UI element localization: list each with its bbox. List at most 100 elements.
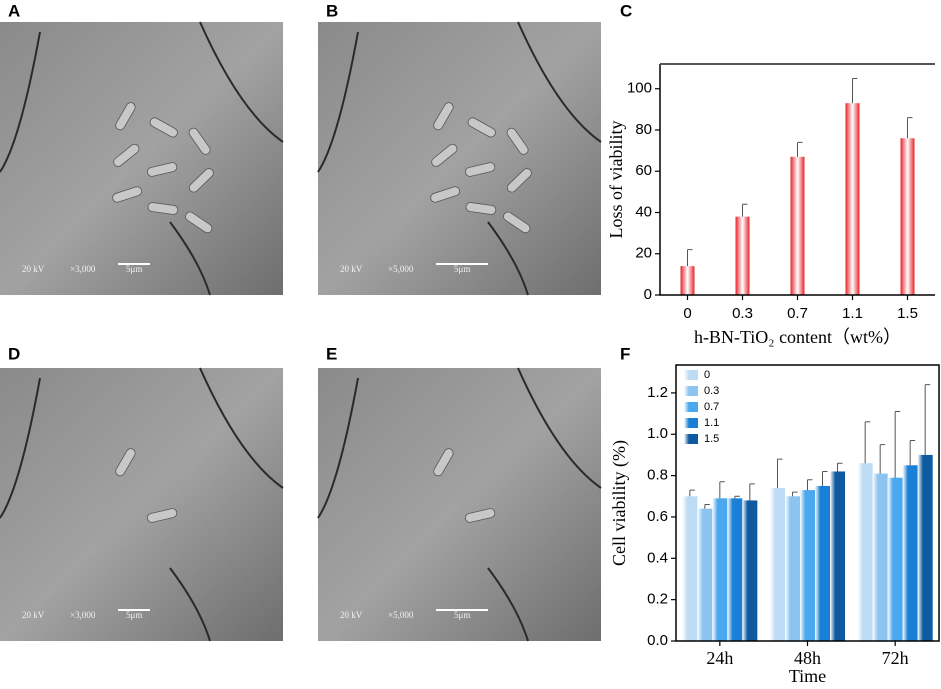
bacterium (464, 508, 496, 523)
bar (900, 138, 915, 295)
bacterium (431, 143, 458, 167)
y-tick-label: 1.0 (647, 425, 668, 442)
y-tick-label: 1.2 (647, 384, 668, 401)
bacterium (433, 102, 454, 131)
sem-scale: 5μm (454, 264, 470, 274)
bacterium (147, 202, 179, 215)
crack (317, 31, 359, 173)
bar (917, 454, 933, 641)
y-tick-label: 100 (627, 80, 652, 97)
bar (790, 156, 805, 295)
sem-image (0, 368, 283, 641)
error-bar (797, 141, 803, 157)
x-tick-label: 0.7 (787, 305, 808, 322)
bar (830, 471, 845, 641)
crack (487, 567, 529, 642)
sem-voltage: 20 kV (340, 264, 363, 274)
bar (735, 216, 750, 295)
legend-label: 0.3 (704, 385, 719, 397)
error-bar (909, 439, 916, 466)
bar (682, 496, 698, 641)
plot-frame (675, 364, 940, 642)
legend-swatch (684, 386, 698, 396)
crack (199, 367, 284, 489)
legend-swatch (684, 370, 698, 380)
bar (872, 473, 888, 641)
legend-label: 0 (704, 369, 710, 381)
bar (770, 488, 785, 641)
bacterium (464, 162, 496, 177)
sem-voltage: 20 kV (22, 610, 45, 620)
legend-label: 1.1 (704, 417, 719, 429)
bacterium (467, 117, 496, 138)
bacterium (149, 117, 178, 138)
bar (800, 490, 815, 641)
bar (845, 103, 860, 295)
x-axis-label: h-BN-TiO₂ content（wt%） (694, 327, 901, 347)
error-bar (852, 77, 858, 104)
error-bar (792, 491, 798, 497)
sem-magnification: ×5,000 (388, 264, 414, 274)
bacterium (433, 448, 454, 477)
panel-label: D (8, 344, 20, 363)
bar (857, 463, 873, 641)
x-tick-label: 24h (706, 648, 733, 668)
y-tick-label: 60 (635, 162, 652, 179)
bar (727, 498, 743, 641)
axes (659, 64, 935, 296)
bacterium (115, 102, 136, 131)
bacterium (115, 448, 136, 477)
error-bar (807, 479, 813, 491)
sem-image (318, 22, 601, 295)
x-tick-label: 1.5 (897, 305, 918, 322)
sem-voltage: 20 kV (340, 610, 363, 620)
legend-swatch (684, 434, 698, 444)
crack (317, 377, 359, 519)
panel-label: A (8, 1, 20, 20)
bacterium (506, 127, 529, 155)
bacterium (503, 211, 531, 234)
error-bar (894, 411, 901, 478)
error-bar (907, 117, 913, 139)
crack (169, 221, 211, 296)
y-tick-label: 0.2 (647, 591, 668, 608)
y-axis-label: Cell viability (%) (609, 440, 630, 566)
bar (680, 266, 695, 295)
crack (0, 31, 41, 173)
x-tick-label: 48h (794, 648, 821, 668)
y-axis-label: Loss of viability (606, 121, 626, 239)
legend-swatch (684, 418, 698, 428)
x-tick-label: 0 (683, 305, 691, 322)
bar (712, 498, 728, 641)
error-bar (924, 384, 931, 455)
x-tick-label: 72h (882, 648, 909, 668)
crack (517, 367, 602, 489)
bacterium (113, 143, 140, 167)
x-tick-label: 0.3 (732, 305, 753, 322)
sem-magnification: ×3,000 (70, 264, 96, 274)
bar (815, 485, 830, 641)
sem-voltage: 20 kV (22, 264, 45, 274)
error-bar (864, 421, 871, 464)
bacterium (188, 168, 214, 193)
sem-magnification: ×3,000 (70, 610, 96, 620)
error-bar (719, 481, 725, 499)
crack (199, 21, 284, 143)
panel-label: F (620, 344, 630, 363)
legend-label: 1.5 (704, 433, 719, 445)
y-tick-label: 20 (635, 245, 652, 262)
y-tick-label: 80 (635, 121, 652, 138)
y-tick-label: 0.8 (647, 467, 668, 484)
sem-scale: 5μm (454, 610, 470, 620)
bacterium (465, 202, 497, 215)
error-bar (687, 249, 693, 267)
bacterium (112, 186, 143, 203)
bar (697, 508, 713, 641)
bar (742, 500, 758, 641)
error-bar (742, 203, 748, 217)
crack (487, 221, 529, 296)
error-bar (704, 504, 710, 509)
sem-image (0, 22, 283, 295)
error-bar (749, 483, 755, 501)
